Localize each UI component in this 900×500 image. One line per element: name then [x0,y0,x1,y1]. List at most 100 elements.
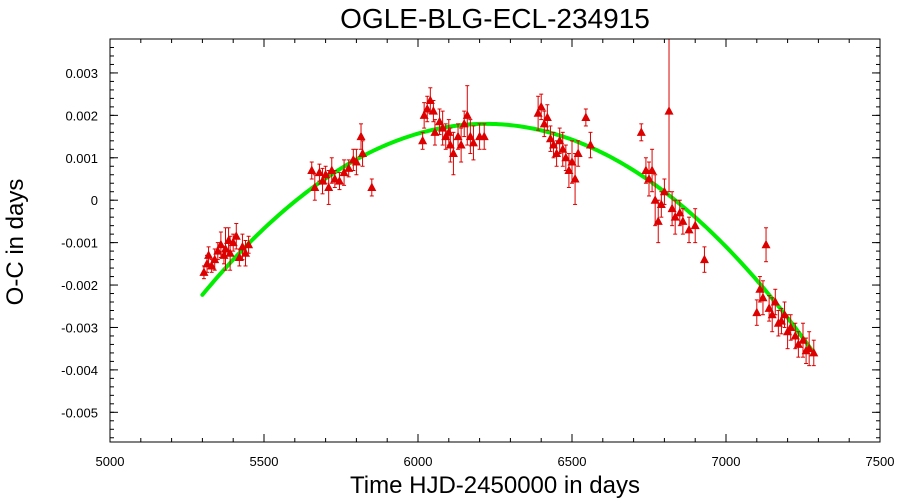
data-point [675,207,685,217]
fit-curve-layer [200,121,816,355]
data-point [558,144,568,153]
data-point [790,330,800,340]
data-point [659,186,669,196]
data-point [307,165,317,175]
data-point [776,316,786,325]
data-point [462,110,472,119]
data-point [199,267,209,276]
data-point [228,237,238,247]
data-point [564,165,574,175]
y-tick-label: -0.004 [61,363,98,378]
data-point [234,252,244,261]
data-point [650,195,660,204]
data-point [533,108,543,117]
data-point [444,127,454,136]
data-point [809,347,819,357]
data-point [224,235,234,244]
data-point [656,199,666,208]
data-point [690,220,700,230]
data-point [670,212,680,221]
data-points-layer [199,38,819,367]
data-point [453,131,463,141]
data-point [327,165,337,175]
data-point [318,176,328,185]
x-tick-label: 6500 [558,454,587,469]
data-point [761,239,771,249]
data-point [555,135,565,145]
data-point [542,112,552,121]
x-tick-label: 7000 [712,454,741,469]
data-point [699,254,709,264]
data-point [653,216,663,225]
data-point [418,135,428,145]
axis-ticks: 5000 5500 6000 6500 7000 7500 0.003 0.002 0.001 0… [61,38,895,469]
data-point [804,343,814,353]
y-tick-label: -0.003 [61,320,98,335]
data-point [367,182,377,191]
data-point [798,335,808,344]
data-point [438,123,448,132]
data-point [573,148,583,158]
data-point [241,248,251,257]
y-tick-label: 0 [91,193,98,208]
data-point [321,169,331,179]
data-point [419,110,429,119]
data-point [339,167,349,177]
data-point [430,127,440,136]
data-point [213,246,223,255]
data-point [422,103,432,113]
data-point [231,231,241,240]
y-tick-label: -0.001 [61,236,98,251]
data-point [647,165,657,175]
data-point [752,307,762,317]
data-point [358,148,368,158]
data-point [678,216,688,225]
data-point [310,182,320,191]
y-tick-label: -0.005 [61,405,98,420]
y-tick-label: 0.002 [65,108,98,123]
data-point [314,167,324,177]
data-point [351,157,361,166]
data-point [468,137,478,147]
data-point [764,303,774,312]
x-tick-label: 5000 [96,454,125,469]
fit-curve [200,121,816,355]
data-point [567,157,577,166]
data-point [755,284,765,293]
data-point [641,165,651,175]
x-tick-label: 5500 [250,454,279,469]
data-point [435,116,445,126]
data-point [225,248,235,257]
x-tick-label: 6000 [404,454,433,469]
data-point [644,173,654,183]
data-point [456,140,466,149]
data-point [793,339,803,348]
data-point [479,131,489,141]
data-point [549,140,559,149]
data-point [570,173,580,183]
data-point [770,297,780,306]
data-point [786,322,796,331]
data-point [585,140,595,149]
data-point [684,224,694,234]
data-point [330,173,340,183]
data-point [465,131,475,141]
data-point [780,309,790,319]
data-point [334,176,344,185]
data-point [552,148,562,158]
data-point [221,243,230,253]
data-point [216,239,226,249]
data-point [428,106,438,115]
data-point [459,118,469,128]
x-tick-label: 7500 [866,454,895,469]
data-point [767,309,777,319]
x-axis-label: Time HJD-2450000 in days [350,472,640,499]
data-point [448,148,458,158]
plot-frame [109,38,881,443]
data-point [202,258,212,268]
data-point [210,254,220,264]
data-point [581,112,591,121]
data-point [758,292,768,302]
data-point [667,203,677,213]
data-point [324,182,334,191]
